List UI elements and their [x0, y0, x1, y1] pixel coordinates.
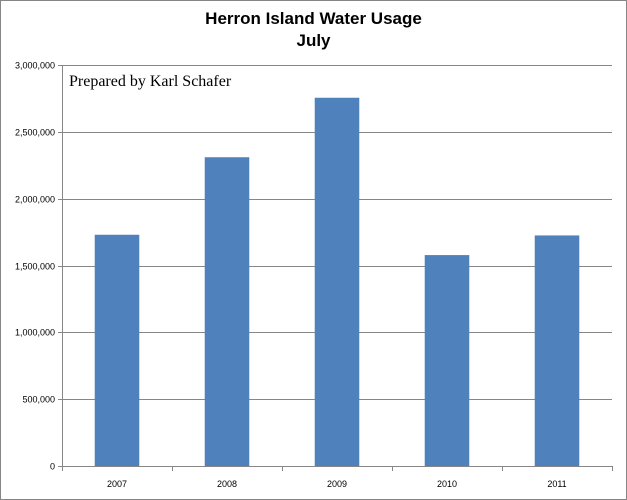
bar-2009 [314, 97, 360, 466]
tick-labels: 0 500,000 1,000,000 1,500,000 2,000,000 2,500… [15, 61, 567, 490]
y-tick-label: 2,000,000 [15, 195, 55, 205]
y-tick-label: 1,000,000 [15, 328, 55, 338]
chart-title: Herron Island Water Usage [205, 9, 422, 28]
bars [94, 97, 580, 467]
annotation-box [64, 66, 226, 94]
y-tick-label: 1,500,000 [15, 262, 55, 272]
bar-2008 [204, 157, 250, 467]
y-tick-label: 3,000,000 [15, 61, 55, 71]
x-tick-label: 2007 [107, 479, 127, 489]
bar-2010 [424, 255, 470, 466]
x-tick-label: 2011 [547, 479, 566, 489]
bar-2011 [534, 235, 580, 466]
prepared-by-annotation: Prepared by Karl Schafer [69, 73, 232, 90]
x-tick-label: 2010 [437, 479, 457, 489]
x-tick-label: 2008 [217, 479, 237, 489]
y-tick-label: 2,500,000 [15, 128, 55, 138]
chart-subtitle: July [296, 31, 331, 50]
bar-2007 [94, 234, 140, 466]
y-tick-label: 500,000 [22, 395, 55, 405]
axes [58, 65, 613, 471]
x-tick-label: 2009 [327, 479, 347, 489]
y-tick-label: 0 [50, 462, 55, 472]
